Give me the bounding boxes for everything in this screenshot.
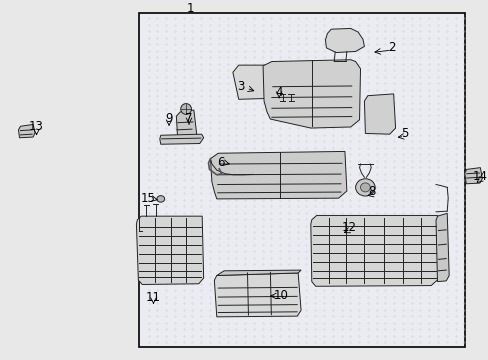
Ellipse shape	[355, 179, 374, 196]
Text: 14: 14	[471, 170, 487, 183]
Text: 15: 15	[140, 192, 155, 206]
Text: 1: 1	[186, 2, 193, 15]
Polygon shape	[136, 216, 203, 284]
Ellipse shape	[181, 104, 191, 114]
Polygon shape	[210, 152, 346, 199]
Polygon shape	[214, 273, 301, 317]
Text: 4: 4	[275, 86, 283, 99]
Polygon shape	[19, 125, 35, 138]
Text: 7: 7	[185, 112, 192, 125]
Bar	[139, 13, 464, 347]
Polygon shape	[216, 270, 301, 275]
Text: 11: 11	[145, 291, 161, 303]
Text: 10: 10	[274, 289, 288, 302]
Polygon shape	[310, 215, 438, 286]
Text: 6: 6	[217, 157, 224, 170]
Ellipse shape	[360, 183, 369, 192]
Text: 8: 8	[367, 185, 375, 198]
Text: 2: 2	[387, 41, 395, 54]
Text: 3: 3	[237, 80, 244, 93]
Polygon shape	[435, 213, 448, 282]
Polygon shape	[325, 28, 364, 53]
Text: 9: 9	[165, 112, 172, 125]
Polygon shape	[364, 94, 395, 134]
Polygon shape	[176, 110, 197, 141]
Polygon shape	[160, 134, 203, 144]
Text: 13: 13	[29, 120, 44, 133]
Text: 5: 5	[400, 127, 407, 140]
Polygon shape	[464, 168, 481, 184]
Text: 12: 12	[341, 221, 356, 234]
Polygon shape	[232, 65, 281, 99]
Ellipse shape	[157, 196, 164, 202]
Polygon shape	[263, 60, 360, 128]
